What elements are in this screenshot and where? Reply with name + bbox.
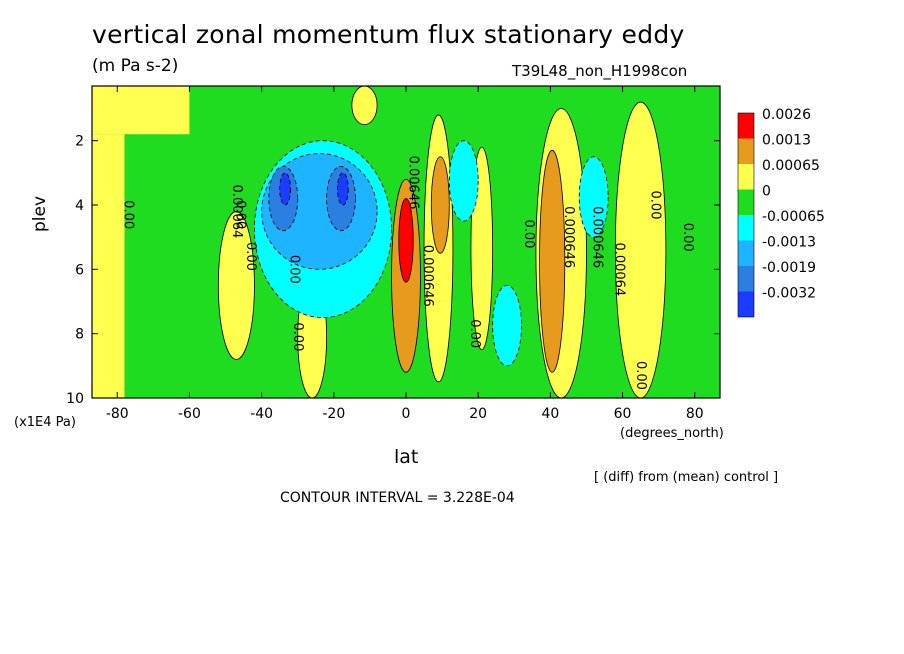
contour-interval-value: 3.228E-04 bbox=[442, 490, 515, 506]
contour-label: 0.00 bbox=[633, 361, 648, 390]
contour-interval-label: CONTOUR INTERVAL = bbox=[280, 490, 439, 506]
axes-layer: -80 -60 -40 -20 0 20 40 60 80 2 4 6 8 10 bbox=[66, 85, 721, 422]
contour-fill-region bbox=[217, 211, 255, 360]
contour-label: 0.00 bbox=[680, 223, 695, 252]
x-tick-label: -60 bbox=[178, 406, 201, 422]
y-axis-unit: (x1E4 Pa) bbox=[14, 415, 76, 430]
contour-fill-region bbox=[430, 156, 450, 254]
contour-label: 0.00 bbox=[120, 200, 135, 229]
y-tick-label: 2 bbox=[75, 134, 84, 150]
diff-annotation: [ (diff) from (mean) control ] bbox=[594, 470, 779, 485]
x-tick-label: 20 bbox=[469, 406, 487, 422]
x-tick-label: -80 bbox=[106, 406, 129, 422]
contour-label: 0.00 bbox=[243, 242, 258, 271]
colorbar-frame bbox=[737, 112, 755, 318]
colorbar-label: 0.0013 bbox=[762, 133, 811, 149]
x-tick-label: 0 bbox=[402, 406, 411, 422]
y-axis-label: plev bbox=[30, 195, 50, 232]
y-tick-label: 10 bbox=[66, 391, 84, 407]
contour-fill-layer bbox=[92, 85, 721, 399]
contour-label: 0.000646 bbox=[590, 206, 605, 268]
chart-title: vertical zonal momentum flux stationary … bbox=[92, 20, 685, 49]
colorbar-swatch bbox=[738, 164, 754, 190]
run-name: T39L48_non_H1998con bbox=[512, 62, 688, 80]
x-tick-label: -40 bbox=[250, 406, 273, 422]
contour-fill-region bbox=[351, 85, 378, 125]
colorbar-label: -0.0013 bbox=[762, 235, 816, 251]
colorbar-swatch bbox=[738, 240, 754, 266]
colorbar-label: -0.0032 bbox=[762, 286, 816, 302]
colorbar-swatch bbox=[738, 291, 754, 317]
contour-label: 0.00 bbox=[287, 255, 302, 284]
contour-label: 0.000646 bbox=[420, 245, 435, 307]
contour-label: 0.00064 bbox=[611, 242, 626, 296]
contour-label: 0.00 bbox=[647, 191, 662, 220]
colorbar-label: -0.0019 bbox=[762, 260, 816, 276]
contour-label: 0.00646 bbox=[406, 156, 421, 210]
colorbar-label: 0 bbox=[762, 184, 771, 200]
colorbar-swatch bbox=[738, 215, 754, 241]
y-tick-label: 4 bbox=[75, 198, 84, 214]
colorbar-swatch bbox=[738, 138, 754, 164]
colorbar-label: -0.00065 bbox=[762, 209, 825, 225]
contour-label: 0.00 bbox=[232, 200, 247, 229]
x-tick-label: 80 bbox=[686, 406, 704, 422]
colorbar-swatch bbox=[738, 113, 754, 139]
colorbar-label: 0.0026 bbox=[762, 107, 811, 123]
x-axis-unit: (degrees_north) bbox=[620, 426, 724, 441]
colorbar-label: 0.00065 bbox=[762, 158, 820, 174]
contour-fill-region bbox=[279, 172, 291, 206]
contour-fill-region bbox=[539, 149, 566, 373]
contour-line-layer: 0.00 0.000.000.000640.000.000.006460.0006… bbox=[120, 156, 694, 390]
contour-fill-region bbox=[578, 156, 609, 238]
contour-fill-region bbox=[492, 285, 522, 367]
x-tick-label: -20 bbox=[322, 406, 345, 422]
contour-fill-region bbox=[448, 140, 479, 222]
contour-label: 0.00 bbox=[290, 322, 305, 351]
contour-fill-region bbox=[398, 198, 414, 283]
contour-label: 0.00 bbox=[521, 219, 536, 248]
contour-label: 0.00 bbox=[467, 319, 482, 348]
contour-label: 0.000646 bbox=[561, 206, 576, 268]
contour-fill-region bbox=[92, 134, 125, 398]
contour-fill-region bbox=[337, 172, 349, 206]
contour-interval: CONTOUR INTERVAL = 3.228E-04 bbox=[280, 490, 515, 506]
chart-units: (m Pa s-2) bbox=[92, 56, 179, 76]
contour-label: 0.00064 bbox=[229, 185, 244, 239]
x-tick-label: 60 bbox=[614, 406, 632, 422]
y-tick-label: 8 bbox=[75, 327, 84, 343]
y-tick-label: 6 bbox=[75, 262, 84, 278]
x-axis-label: lat bbox=[394, 446, 419, 468]
colorbar-legend: 0.0026 0.0013 0.00065 0 -0.00065 -0.0013 -0.00… bbox=[737, 107, 825, 318]
contour-fill-region bbox=[92, 86, 190, 135]
x-tick-label: 40 bbox=[541, 406, 559, 422]
colorbar-swatch bbox=[738, 189, 754, 215]
colorbar-swatch bbox=[738, 266, 754, 292]
